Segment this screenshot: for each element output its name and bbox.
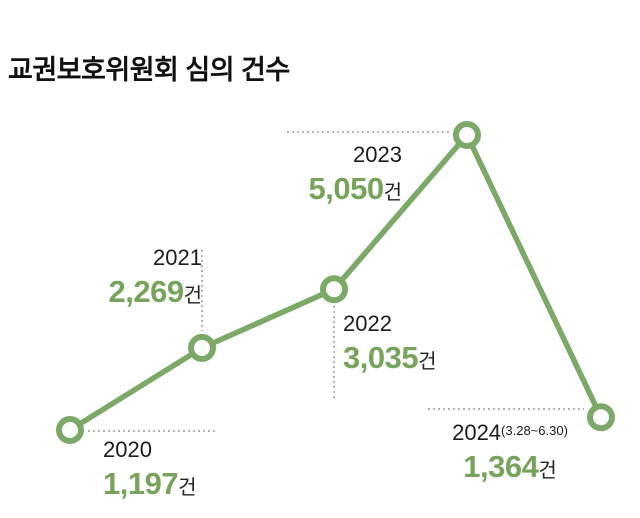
data-point-2023 bbox=[453, 121, 481, 149]
unit-2021: 건 bbox=[183, 285, 202, 308]
year-label-2022: 2022 bbox=[343, 311, 392, 336]
annotation-2020: 2020 1,197건 bbox=[103, 437, 196, 502]
chart-title: 교권보호위원회 심의 건수 bbox=[8, 55, 290, 85]
unit-2024: 건 bbox=[538, 460, 557, 483]
year-label-2021: 2021 bbox=[153, 245, 202, 270]
data-point-2022 bbox=[320, 275, 348, 304]
unit-2022: 건 bbox=[418, 351, 437, 374]
data-point-2020 bbox=[56, 416, 84, 444]
value-2021: 2,269 bbox=[108, 274, 185, 310]
year-note-2024: (3.28~6.30) bbox=[501, 423, 568, 438]
data-point-2021 bbox=[188, 333, 216, 362]
year-label-2024: 2024(3.28~6.30) bbox=[424, 420, 596, 445]
annotation-2024: 2024(3.28~6.30) 1,364건 bbox=[424, 420, 596, 485]
year-label-2020: 2020 bbox=[103, 437, 152, 462]
data-point-2024(3.28~6.30) bbox=[587, 403, 615, 432]
value-2024: 1,364 bbox=[463, 449, 539, 485]
annotation-2023: 2023 5,050건 bbox=[278, 142, 402, 207]
unit-2023: 건 bbox=[383, 182, 402, 205]
unit-2020: 건 bbox=[178, 477, 197, 500]
value-2023: 5,050 bbox=[308, 171, 385, 207]
year-label-2023: 2023 bbox=[353, 142, 402, 167]
value-2022: 3,035 bbox=[343, 340, 419, 376]
annotation-2021: 2021 2,269건 bbox=[92, 245, 202, 310]
value-2020: 1,197 bbox=[103, 466, 179, 502]
annotation-2022: 2022 3,035건 bbox=[343, 311, 436, 376]
year-text-2024: 2024 bbox=[452, 420, 502, 445]
